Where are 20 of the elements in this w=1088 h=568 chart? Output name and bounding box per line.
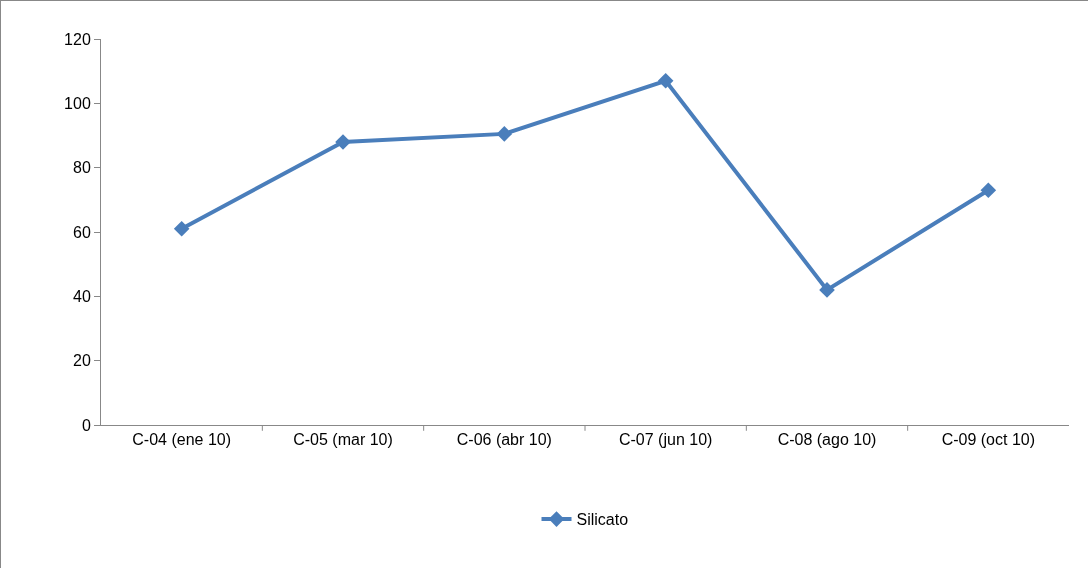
y-tick-label: 60 xyxy=(73,223,91,241)
y-tick-label: 40 xyxy=(73,287,91,305)
y-tick-label: 120 xyxy=(64,30,91,48)
x-tick-label: C-09 (oct 10) xyxy=(941,431,1036,449)
point xyxy=(496,126,513,142)
point xyxy=(335,134,351,150)
point xyxy=(657,73,674,89)
x-tick-label: C-08 (ago 10) xyxy=(777,431,877,449)
y-tick-label: 0 xyxy=(81,416,91,434)
point xyxy=(819,282,835,298)
point xyxy=(173,220,190,237)
x-tick-label: C-05 (mar 10) xyxy=(293,431,393,449)
y-tick-label: 20 xyxy=(73,352,91,370)
y-tick-label: 80 xyxy=(73,159,91,177)
point xyxy=(980,182,997,198)
x-tick-label: C-04 (ene 10) xyxy=(132,431,232,449)
legend-label: Silicato xyxy=(576,511,629,529)
x-tick-label: C-07 (jun 10) xyxy=(618,431,713,449)
y-tick-label: 100 xyxy=(64,94,91,112)
x-tick-label: C-06 (abr 10) xyxy=(456,431,552,449)
